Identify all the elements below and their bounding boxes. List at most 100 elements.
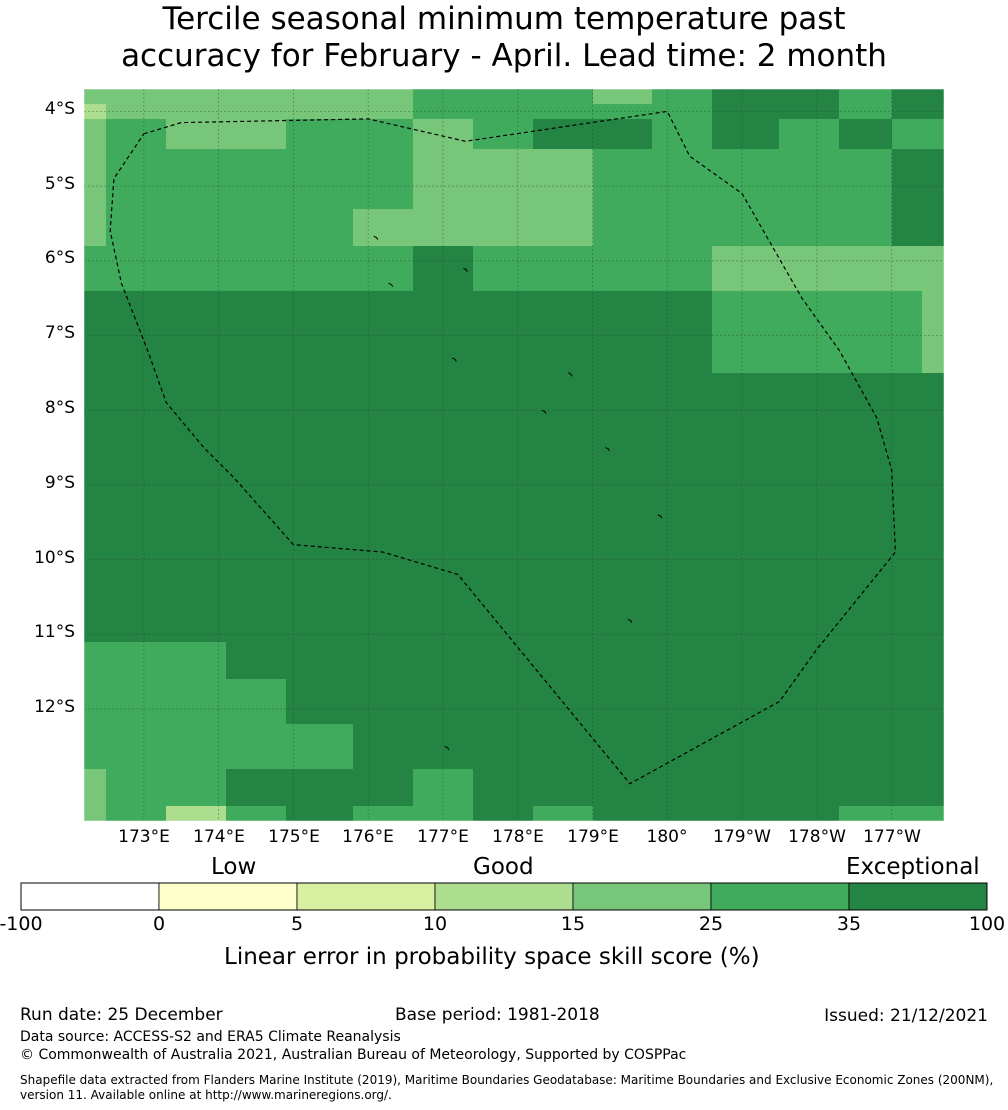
colorbar-segment [296, 882, 436, 911]
skill-cell [84, 589, 106, 642]
skill-cell [922, 291, 944, 335]
copyright-notice: © Commonwealth of Australia 2021, Austra… [20, 1047, 687, 1063]
skill-cell [473, 89, 533, 104]
island-outline [388, 282, 394, 287]
skill-cell [106, 679, 166, 724]
skill-cell [286, 724, 353, 769]
skill-cell [413, 642, 473, 679]
skill-cell [473, 589, 533, 642]
lat-label-4s: 4°S [44, 99, 75, 119]
skill-cell [413, 679, 473, 724]
skill-cell [922, 104, 944, 119]
skill-cell [226, 679, 286, 724]
skill-cell [922, 335, 944, 373]
skill-cell [839, 507, 892, 589]
skill-cell [922, 149, 944, 209]
skill-cell [286, 679, 353, 724]
skill-cell [839, 119, 892, 149]
skill-cell [892, 89, 922, 104]
skill-cell [166, 246, 226, 291]
skill-cell [839, 209, 892, 246]
skill-cell [922, 589, 944, 642]
skill-cell [353, 89, 413, 104]
skill-cell [226, 589, 286, 642]
skill-cell [533, 335, 593, 373]
skill-cell [473, 679, 533, 724]
skill-cell [922, 507, 944, 589]
skill-cell [286, 507, 353, 589]
skill-cell [892, 679, 922, 724]
skill-cell [286, 373, 353, 425]
skill-cell [712, 335, 779, 373]
skill-cell [473, 642, 533, 679]
island-outline [373, 235, 379, 240]
skill-cell [106, 209, 166, 246]
skill-cell [166, 209, 226, 246]
skill-cell [779, 89, 839, 104]
skill-cell [353, 724, 413, 769]
skill-cell [779, 246, 839, 291]
skill-cell [106, 373, 166, 425]
skill-cell [106, 149, 166, 209]
skill-cell [226, 769, 286, 806]
skill-cell [473, 507, 533, 589]
skill-cell [353, 149, 413, 209]
skill-cell [413, 291, 473, 335]
skill-cell [413, 724, 473, 769]
skill-cell [84, 104, 106, 119]
skill-cell [593, 209, 652, 246]
skill-cell [106, 806, 166, 821]
skill-cell [593, 335, 652, 373]
skill-cell [652, 119, 712, 149]
skill-cell [413, 769, 473, 806]
skill-cell [286, 642, 353, 679]
skill-cell [106, 589, 166, 642]
skill-cell [533, 769, 593, 806]
skill-cell [779, 104, 839, 119]
skill-cell [652, 335, 712, 373]
skill-cell [413, 119, 473, 149]
skill-cell [779, 119, 839, 149]
skill-cell [473, 373, 533, 425]
colorbar-segment [572, 882, 712, 911]
skill-cell [166, 335, 226, 373]
skill-cell [413, 373, 473, 425]
skill-cell [166, 425, 226, 507]
skill-cell [652, 291, 712, 335]
skill-cell [652, 209, 712, 246]
skill-cell [533, 89, 593, 104]
skill-cell [286, 335, 353, 373]
skill-cell [839, 806, 892, 821]
skill-cell [353, 246, 413, 291]
skill-cell [166, 806, 226, 821]
shapefile-credit-line-2: version 11. Available online at http://w… [20, 1088, 392, 1102]
skill-cell [839, 373, 892, 425]
skill-cell [712, 769, 779, 806]
colorbar-tick-0: 0 [152, 913, 166, 935]
skill-cell [286, 149, 353, 209]
skill-cell [533, 246, 593, 291]
skill-cell [922, 724, 944, 769]
lat-label-11s: 11°S [34, 622, 75, 642]
lon-label-179e: 179°E [567, 827, 619, 847]
skill-cell [226, 335, 286, 373]
skill-cell [473, 209, 533, 246]
skill-cell [166, 724, 226, 769]
skill-cell [892, 589, 922, 642]
lon-label-176e: 176°E [342, 827, 394, 847]
skill-cell [473, 769, 533, 806]
skill-cell [533, 149, 593, 209]
skill-cell [413, 246, 473, 291]
skill-cell [712, 149, 779, 209]
skill-cell [712, 507, 779, 589]
skill-cell [226, 119, 286, 149]
skill-cell [652, 589, 712, 642]
colorbar-tick-35: 35 [836, 913, 862, 935]
skill-cell [922, 769, 944, 806]
skill-cell [353, 806, 413, 821]
skill-cell [839, 335, 892, 373]
skill-cell [892, 246, 922, 291]
skill-cell [652, 373, 712, 425]
skill-cell [593, 589, 652, 642]
